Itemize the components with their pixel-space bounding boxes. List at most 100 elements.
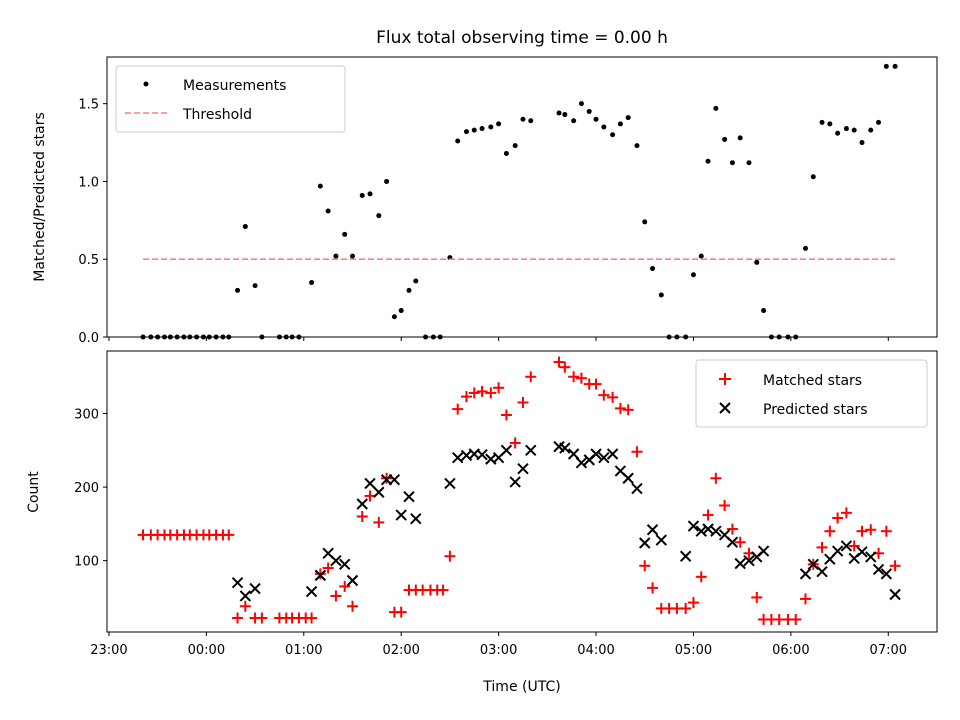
- matched-stars-point: [493, 382, 505, 394]
- matched-stars-point: [575, 372, 587, 384]
- predicted-stars-point: [639, 537, 651, 549]
- top-y-ticks: 0.0 0.5 1.0 1.5: [78, 98, 107, 346]
- matched-stars-point: [631, 446, 643, 458]
- measurement-point: [586, 108, 592, 114]
- legend-threshold-label: Threshold: [182, 107, 252, 123]
- measurement-point: [413, 278, 419, 284]
- predicted-stars-point: [816, 565, 828, 578]
- measurement-point: [610, 132, 616, 138]
- predicted-stars-point: [239, 590, 252, 602]
- measurement-point: [729, 160, 735, 166]
- matched-stars-point: [647, 582, 659, 594]
- measurement-point: [398, 308, 404, 314]
- predicted-stars-point: [757, 545, 770, 557]
- matched-stars-point: [485, 387, 497, 399]
- predicted-stars-point: [476, 449, 488, 461]
- predicted-stars-point: [840, 540, 853, 552]
- matched-stars-point: [322, 562, 334, 574]
- matched-stars-point: [559, 361, 571, 373]
- matched-stars-point: [695, 571, 707, 583]
- bottom-legend: Matched stars Predicted stars: [695, 359, 928, 428]
- measurement-point: [634, 143, 640, 149]
- predicted-stars-point: [525, 444, 537, 457]
- matched-stars-point: [364, 490, 376, 502]
- predicted-stars-point: [702, 523, 714, 535]
- x-axis-label: Time (UTC): [482, 679, 560, 695]
- predicted-stars-point: [509, 476, 521, 488]
- predicted-stars-point: [655, 534, 668, 546]
- predicted-stars-point: [799, 568, 812, 580]
- predicted-stars-point: [831, 545, 844, 557]
- predicted-stars-point: [734, 557, 746, 570]
- measurement-point: [571, 118, 577, 124]
- measurement-point: [819, 119, 825, 125]
- measurement-point: [754, 259, 760, 265]
- measurement-point: [463, 129, 469, 135]
- measurement-point: [562, 112, 568, 118]
- measurement-point: [761, 308, 767, 314]
- matched-stars-point: [356, 511, 368, 523]
- predicted-stars-point: [872, 563, 885, 576]
- y-tick-label: 0.5: [78, 253, 99, 268]
- predicted-stars-point: [559, 442, 571, 454]
- matched-stars-point: [824, 525, 836, 537]
- predicted-stars-point: [743, 554, 755, 567]
- matched-stars-point: [306, 612, 318, 624]
- matched-stars-point: [799, 593, 811, 605]
- matched-stars-point: [476, 385, 488, 397]
- matched-stars-point: [395, 606, 407, 618]
- x-tick-label: 04:00: [577, 643, 614, 658]
- predicted-stars-point: [346, 574, 359, 587]
- predicted-stars-point: [410, 513, 422, 525]
- measurement-point: [384, 178, 390, 184]
- measurement-point: [859, 140, 865, 146]
- matched-stars-point: [239, 600, 251, 612]
- predicted-stars-point: [606, 448, 619, 460]
- legend-matched-label: Matched stars: [763, 373, 862, 389]
- matched-stars-point: [590, 378, 602, 390]
- predicted-stars-point: [500, 444, 513, 457]
- x-tick-label: 01:00: [285, 643, 322, 658]
- predicted-stars-point: [403, 490, 415, 503]
- matched-stars-point: [710, 472, 722, 484]
- matched-stars-point: [452, 403, 464, 415]
- measurement-point: [851, 127, 857, 133]
- measurement-point: [690, 272, 696, 278]
- predicted-stars-point: [330, 554, 342, 567]
- predicted-stars-point: [865, 551, 877, 563]
- matched-stars-point: [437, 584, 449, 596]
- measurement-point: [883, 63, 889, 69]
- measurement-point: [406, 287, 412, 293]
- measurement-point: [309, 280, 315, 286]
- bottom-panel-frame: [106, 350, 938, 633]
- measurement-point: [488, 124, 494, 130]
- measurement-point: [520, 116, 526, 122]
- top-legend-box: [115, 65, 346, 133]
- matched-stars-point: [614, 402, 626, 414]
- matched-stars-point: [734, 536, 746, 548]
- measurement-point: [471, 127, 477, 133]
- measurement-point: [868, 127, 874, 133]
- measurement-point: [325, 208, 331, 214]
- predicted-stars-point: [646, 524, 659, 536]
- predicted-stars-point: [451, 451, 464, 464]
- matched-stars-point: [381, 472, 393, 484]
- matched-stars-point: [460, 391, 472, 403]
- legend-predicted-label: Predicted stars: [763, 402, 868, 418]
- matched-stars-point: [622, 404, 634, 416]
- matched-stars-point: [525, 371, 537, 383]
- measurement-point: [556, 110, 562, 116]
- y-tick-label: 1.5: [78, 98, 99, 113]
- matched-stars-point: [832, 512, 844, 524]
- measurement-point: [342, 231, 348, 237]
- matched-stars-point: [232, 612, 244, 624]
- matched-stars-point: [751, 591, 763, 603]
- measurement-point: [876, 119, 882, 125]
- measurement-point: [802, 245, 808, 251]
- measurement-point: [810, 174, 816, 180]
- matched-stars-point: [702, 509, 714, 521]
- predicted-stars-point: [231, 577, 244, 589]
- matched-stars-point: [687, 597, 699, 609]
- matched-stars-point: [865, 524, 877, 536]
- matched-stars-point: [223, 529, 235, 541]
